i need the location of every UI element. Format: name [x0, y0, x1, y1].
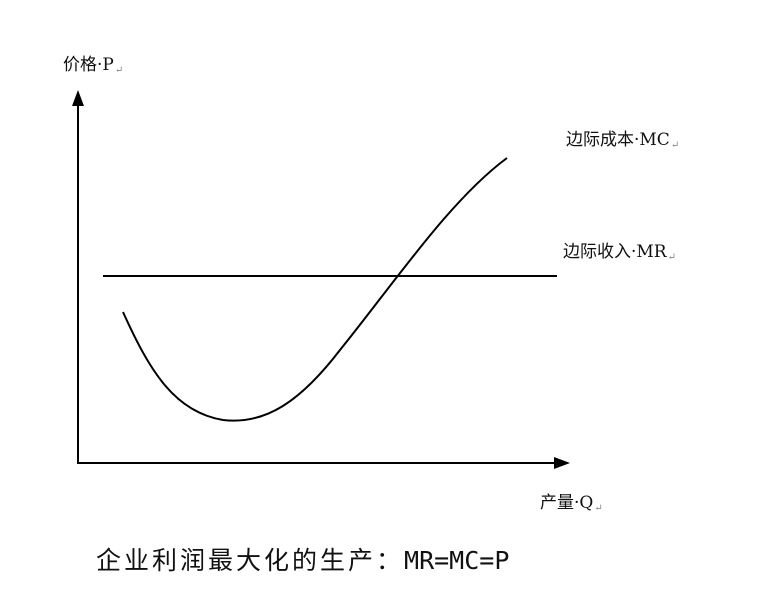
- y-axis-arrow: [72, 90, 84, 106]
- x-axis-label-text: 产量·Q: [540, 493, 594, 513]
- return-mark-icon: ↵: [594, 503, 603, 514]
- y-axis-label: 价格·P↵: [63, 55, 123, 81]
- caption-text: 企业利润最大化的生产：: [96, 546, 405, 575]
- caption-formula: MR=MC=P: [404, 546, 510, 575]
- x-axis-arrow: [554, 457, 570, 469]
- mc-curve: [122, 157, 508, 422]
- return-mark-icon: ↵: [114, 65, 124, 76]
- mr-label: 边际收入·MR↵: [563, 242, 676, 268]
- return-mark-icon: ↵: [670, 140, 680, 151]
- mr-label-text: 边际收入·MR: [563, 242, 667, 262]
- caption: 企业利润最大化的生产：MR=MC=P: [96, 545, 509, 577]
- mc-label-text: 边际成本·MC: [566, 130, 670, 150]
- y-axis-label-text: 价格·P: [63, 55, 114, 75]
- mc-label: 边际成本·MC↵: [566, 130, 679, 156]
- return-mark-icon: ↵: [667, 252, 677, 263]
- x-axis-label: 产量·Q↵: [540, 493, 603, 519]
